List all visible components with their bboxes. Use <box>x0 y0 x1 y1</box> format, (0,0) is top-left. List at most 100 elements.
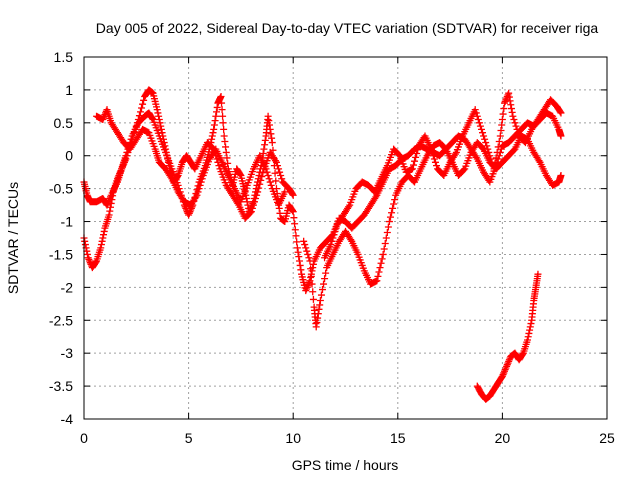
data-point <box>292 232 300 240</box>
data-point <box>505 93 513 101</box>
data-point <box>100 114 108 122</box>
data-point <box>485 148 493 156</box>
data-point <box>510 116 518 124</box>
data-point <box>486 152 494 160</box>
data-point <box>314 310 322 318</box>
data-point <box>290 214 298 222</box>
data-point <box>297 266 305 274</box>
data-point <box>266 178 274 186</box>
data-point <box>347 236 355 244</box>
data-point <box>492 154 500 162</box>
data-point <box>115 171 123 179</box>
y-tick-label: 0 <box>65 148 73 164</box>
data-point <box>431 158 439 166</box>
data-point <box>265 175 273 183</box>
data-point <box>429 152 437 160</box>
data-point <box>268 139 276 147</box>
data-point <box>289 191 297 199</box>
data-marks <box>80 86 565 403</box>
data-point <box>262 165 270 173</box>
data-point <box>301 241 309 249</box>
data-point <box>159 135 167 143</box>
data-point <box>277 171 285 179</box>
data-point <box>218 99 226 107</box>
data-point <box>85 255 93 263</box>
data-point <box>320 280 328 288</box>
data-point <box>196 181 204 189</box>
data-point <box>479 129 487 137</box>
data-point <box>276 209 284 217</box>
data-point <box>500 105 508 113</box>
data-point <box>265 121 273 129</box>
data-point <box>212 112 220 120</box>
y-tick-label: 1.5 <box>54 49 74 65</box>
series-trace-c <box>93 106 289 209</box>
data-point <box>157 122 165 130</box>
data-point <box>281 188 289 196</box>
y-tick-label: -1.5 <box>49 246 73 262</box>
data-point <box>267 181 275 189</box>
data-point <box>164 158 172 166</box>
y-tick-label: -2.5 <box>49 312 73 328</box>
data-point <box>413 150 421 158</box>
data-point <box>132 122 140 130</box>
data-point <box>267 130 275 138</box>
data-point <box>557 132 565 140</box>
data-point <box>250 198 258 206</box>
data-point <box>155 116 163 124</box>
data-point <box>460 166 468 174</box>
data-point <box>511 119 519 127</box>
plot-frame <box>83 56 608 420</box>
data-point <box>106 203 114 211</box>
data-point <box>219 112 227 120</box>
data-point <box>221 137 229 145</box>
data-point <box>131 125 139 133</box>
data-point <box>158 129 166 137</box>
data-point <box>498 121 506 129</box>
data-point <box>222 148 230 156</box>
data-point <box>296 261 304 269</box>
data-point <box>249 201 257 209</box>
data-point <box>373 277 381 285</box>
data-point <box>100 227 108 235</box>
data-point <box>556 108 564 116</box>
data-point <box>557 171 565 179</box>
data-point <box>500 369 508 377</box>
y-tick-label: -2 <box>61 279 74 295</box>
data-point <box>327 241 335 249</box>
data-point <box>386 213 394 221</box>
data-point <box>491 159 499 167</box>
data-point <box>162 148 170 156</box>
data-point <box>475 119 483 127</box>
data-point <box>513 125 521 133</box>
data-point <box>391 196 399 204</box>
data-point <box>504 359 512 367</box>
data-point <box>185 209 193 217</box>
data-point <box>210 121 218 129</box>
data-point <box>302 285 310 293</box>
data-point <box>304 250 312 258</box>
data-point <box>293 238 301 246</box>
data-point <box>317 291 325 299</box>
data-point <box>526 323 534 331</box>
data-point <box>271 169 279 177</box>
data-point <box>213 103 221 111</box>
data-point <box>105 211 113 219</box>
data-point <box>220 125 228 133</box>
data-point <box>501 366 509 374</box>
data-point <box>246 209 254 217</box>
data-point <box>208 135 216 143</box>
data-point <box>116 170 124 178</box>
y-tick-label: -1 <box>61 214 74 230</box>
data-point <box>148 114 156 122</box>
data-point <box>173 173 181 181</box>
x-tick-label: 20 <box>495 430 511 446</box>
data-point <box>236 170 244 178</box>
data-point <box>313 318 321 326</box>
data-point <box>474 116 482 124</box>
data-point <box>260 145 268 153</box>
data-point <box>433 162 441 170</box>
data-point <box>197 178 205 186</box>
data-point <box>526 326 534 334</box>
data-point <box>505 357 513 365</box>
